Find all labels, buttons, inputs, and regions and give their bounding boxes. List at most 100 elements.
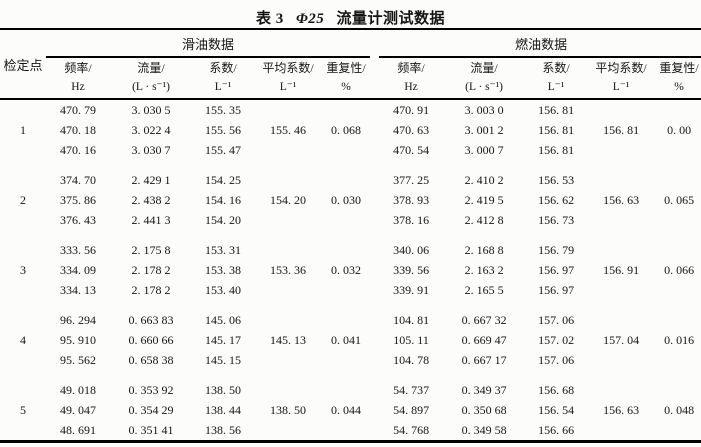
fuel-coefficient-cell: 156. 97 [538,282,575,297]
column-header-fuel-repeatability: 重复性/ % [655,57,701,100]
table-row: 1 470. 79 3. 030 5 155. 35 155. 46 0. 068 470.… [0,99,701,137]
group-gap-cell [370,310,379,370]
lube-frequency-cell: 470. 18 [60,122,96,137]
column-label: 重复性/ [659,61,699,76]
column-header-fuel-coefficient: 系数/ L⁻¹ [525,57,588,100]
lube-repeatability-cell: 0. 030 [331,192,362,207]
fuel-repeatability-cell: 0. 066 [664,262,695,277]
fuel-frequency-cell: 377. 25 [393,172,430,187]
fuel-coefficient-cell: 156. 81 [538,102,575,117]
data-table: 检定点 滑油数据 燃油数据 频率/ Hz 流量/ (L · s⁻¹) 系数/ L… [0,28,701,443]
fuel-repeatability-cell: 0. 016 [664,332,695,347]
fuel-flow-cell: 3. 001 2 [464,122,504,137]
column-header-fuel-flow: 流量/ (L · s⁻¹) [443,57,526,100]
fuel-coefficient-cell: 156. 73 [538,212,575,227]
fuel-flow-cell: 0. 669 47 [461,332,507,347]
lube-flow-cell: 2. 438 2 [131,192,171,207]
lube-coefficient-cell: 153. 31 [205,242,241,257]
column-label: 流量/ [137,61,165,76]
lube-coefficient-cell: 145. 15 [205,352,241,367]
point-cell: 1 [20,122,26,137]
fuel-frequency-cell: 378. 93 [393,192,430,207]
group-spacer-cell [0,230,701,240]
column-unit: % [674,81,684,94]
fuel-frequency-cell: 470. 91 [393,102,430,117]
lube-coefficient-cell: 154. 25 [205,172,241,187]
column-header-lube-coefficient: 系数/ L⁻¹ [192,57,254,100]
fuel-flow-cell: 3. 003 0 [464,102,504,117]
fuel-frequency-cell: 340. 06 [393,242,430,257]
fuel-flow-cell: 0. 349 58 [461,422,507,437]
fuel-coefficient-cell: 156. 68 [538,382,575,397]
table-title: 表 3 Φ25 流量计测试数据 [0,0,701,28]
group-gap-cell [370,170,379,230]
fuel-flow-cell: 2. 168 8 [464,242,504,257]
table-row: 376. 43 2. 441 3 154. 20 378. 16 2. 412 8 156… [0,210,701,230]
fuel-average-cell: 156. 63 [603,402,640,417]
lube-flow-cell: 2. 175 8 [131,242,171,257]
fuel-flow-cell: 2. 165 5 [464,282,504,297]
lube-flow-cell: 0. 353 92 [128,382,174,397]
lube-repeatability-cell: 0. 032 [331,262,362,277]
point-cell: 5 [20,402,26,417]
fuel-flow-cell: 0. 350 68 [461,402,507,417]
fuel-frequency-cell: 339. 91 [393,282,430,297]
column-header-lube-repeatability: 重复性/ % [322,57,371,100]
group-spacer-cell [0,300,701,310]
lube-flow-cell: 0. 660 66 [128,332,174,347]
lube-coefficient-cell: 155. 56 [205,122,241,137]
fuel-average-cell: 157. 04 [603,332,640,347]
lube-flow-cell: 3. 030 7 [131,142,171,157]
fuel-frequency-cell: 104. 81 [393,312,430,327]
fuel-flow-cell: 2. 419 5 [464,192,504,207]
corner-header: 检定点 [0,29,46,100]
fuel-coefficient-cell: 157. 06 [538,312,575,327]
fuel-repeatability-cell: 0. 00 [667,122,692,137]
fuel-flow-cell: 2. 163 2 [464,262,504,277]
fuel-coefficient-cell: 156. 53 [538,172,575,187]
group-gap-cell [370,240,379,300]
fuel-repeatability-cell: 0. 065 [664,192,695,207]
column-label: 系数/ [542,61,570,76]
column-label: 频率/ [64,61,92,76]
fuel-flow-cell: 3. 000 7 [464,142,504,157]
fuel-frequency-cell: 54. 768 [393,422,430,437]
lube-frequency-cell: 376. 43 [60,212,96,227]
table-row: 2 374. 70 2. 429 1 154. 25 154. 20 0. 030 377.… [0,170,701,207]
fuel-frequency-cell: 54. 737 [393,382,430,397]
lube-frequency-cell: 375. 86 [60,192,96,207]
table-row: 95. 910 0. 660 66 145. 17 105. 11 0. 669 47 1… [0,330,701,350]
table-row: 334. 13 2. 178 2 153. 40 339. 91 2. 165 5 156… [0,280,701,300]
table-row: 334. 09 2. 178 2 153. 38 339. 56 2. 163 2 156… [0,260,701,280]
fuel-coefficient-cell: 156. 81 [538,142,575,157]
lube-flow-cell: 2. 441 3 [131,212,171,227]
lube-coefficient-cell: 138. 50 [205,382,241,397]
point-cell: 2 [20,192,26,207]
column-header-fuel-frequency: 频率/ Hz [379,57,444,100]
lube-repeatability-cell: 0. 044 [331,402,362,417]
fuel-frequency-cell: 339. 56 [393,262,430,277]
table-row: 3 333. 56 2. 175 8 153. 31 153. 36 0. 032 340.… [0,240,701,277]
table-row: 470. 16 3. 030 7 155. 47 470. 54 3. 000 7 156… [0,140,701,160]
fuel-coefficient-cell: 156. 79 [538,242,575,257]
lube-average-cell: 138. 50 [270,402,306,417]
fuel-frequency-cell: 470. 63 [393,122,430,137]
lube-coefficient-cell: 154. 20 [205,212,241,227]
fuel-frequency-cell: 54. 897 [393,402,430,417]
lube-coefficient-cell: 153. 40 [205,282,241,297]
lube-frequency-cell: 470. 16 [60,142,96,157]
lube-flow-cell: 0. 354 29 [128,402,174,417]
column-unit: Hz [71,81,85,94]
column-header-fuel-average: 平均系数/ L⁻¹ [587,57,656,100]
group-header-row: 检定点 滑油数据 燃油数据 [0,29,701,100]
lube-coefficient-cell: 155. 47 [205,142,241,157]
group-spacer-row [0,230,701,240]
lube-repeatability-cell: 0. 068 [331,122,362,137]
fuel-coefficient-cell: 157. 06 [538,352,575,367]
lube-average-cell: 155. 46 [270,122,306,137]
fuel-flow-cell: 0. 667 17 [461,352,507,367]
fuel-average-cell: 156. 63 [603,192,640,207]
table-row: 49. 047 0. 354 29 138. 44 54. 897 0. 350 68 1… [0,400,701,420]
lube-frequency-cell: 49. 047 [60,402,96,417]
column-unit: % [341,81,351,94]
